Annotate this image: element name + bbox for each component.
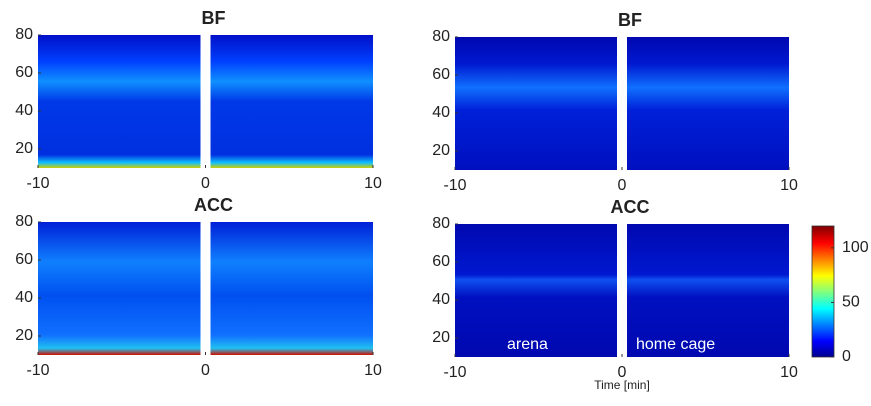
annotation: home cage (636, 336, 715, 353)
x-tick-label: -10 (443, 364, 466, 381)
x-tick-label: -10 (443, 177, 466, 194)
y-tick-label: 80 (432, 215, 450, 232)
x-tick-label: 10 (364, 175, 382, 192)
y-tick-label: 20 (432, 142, 450, 159)
y-tick-label: 80 (15, 26, 33, 43)
x-tick-label: 10 (780, 364, 798, 381)
x-tick-label: 0 (618, 364, 627, 381)
y-tick-label: 20 (432, 329, 450, 346)
colorbar (811, 225, 835, 358)
x-tick-label: 0 (201, 175, 210, 192)
x-axis-label: Time [min] (594, 378, 650, 392)
y-tick-label: 20 (15, 140, 33, 157)
chart-title: ACC (194, 195, 233, 215)
chart-title: BF (202, 8, 226, 28)
gap (200, 220, 211, 357)
y-tick-label: 60 (15, 64, 33, 81)
colorbar-tick-label: 50 (842, 294, 860, 311)
y-tick-label: 40 (15, 102, 33, 119)
y-tick-label: 40 (15, 289, 33, 306)
y-tick-label: 20 (15, 327, 33, 344)
x-tick-label: 0 (201, 362, 210, 379)
y-tick-label: 40 (432, 291, 450, 308)
colorbar-tick-label: 100 (842, 239, 869, 256)
x-tick-label: -10 (26, 175, 49, 192)
gap (617, 35, 627, 172)
x-tick-label: 10 (364, 362, 382, 379)
y-tick-label: 80 (432, 28, 450, 45)
gap (617, 222, 627, 359)
y-tick-label: 60 (432, 253, 450, 270)
y-tick-label: 40 (432, 104, 450, 121)
chart-title: ACC (611, 197, 650, 217)
y-tick-label: 60 (15, 251, 33, 268)
y-tick-label: 80 (15, 213, 33, 230)
gap (200, 33, 211, 170)
annotation: arena (507, 336, 548, 353)
chart-title: BF (618, 10, 642, 30)
x-tick-label: 0 (618, 177, 627, 194)
y-tick-label: 60 (432, 66, 450, 83)
x-tick-label: 10 (780, 177, 798, 194)
x-tick-label: -10 (26, 362, 49, 379)
colorbar-tick-label: 0 (842, 348, 851, 365)
